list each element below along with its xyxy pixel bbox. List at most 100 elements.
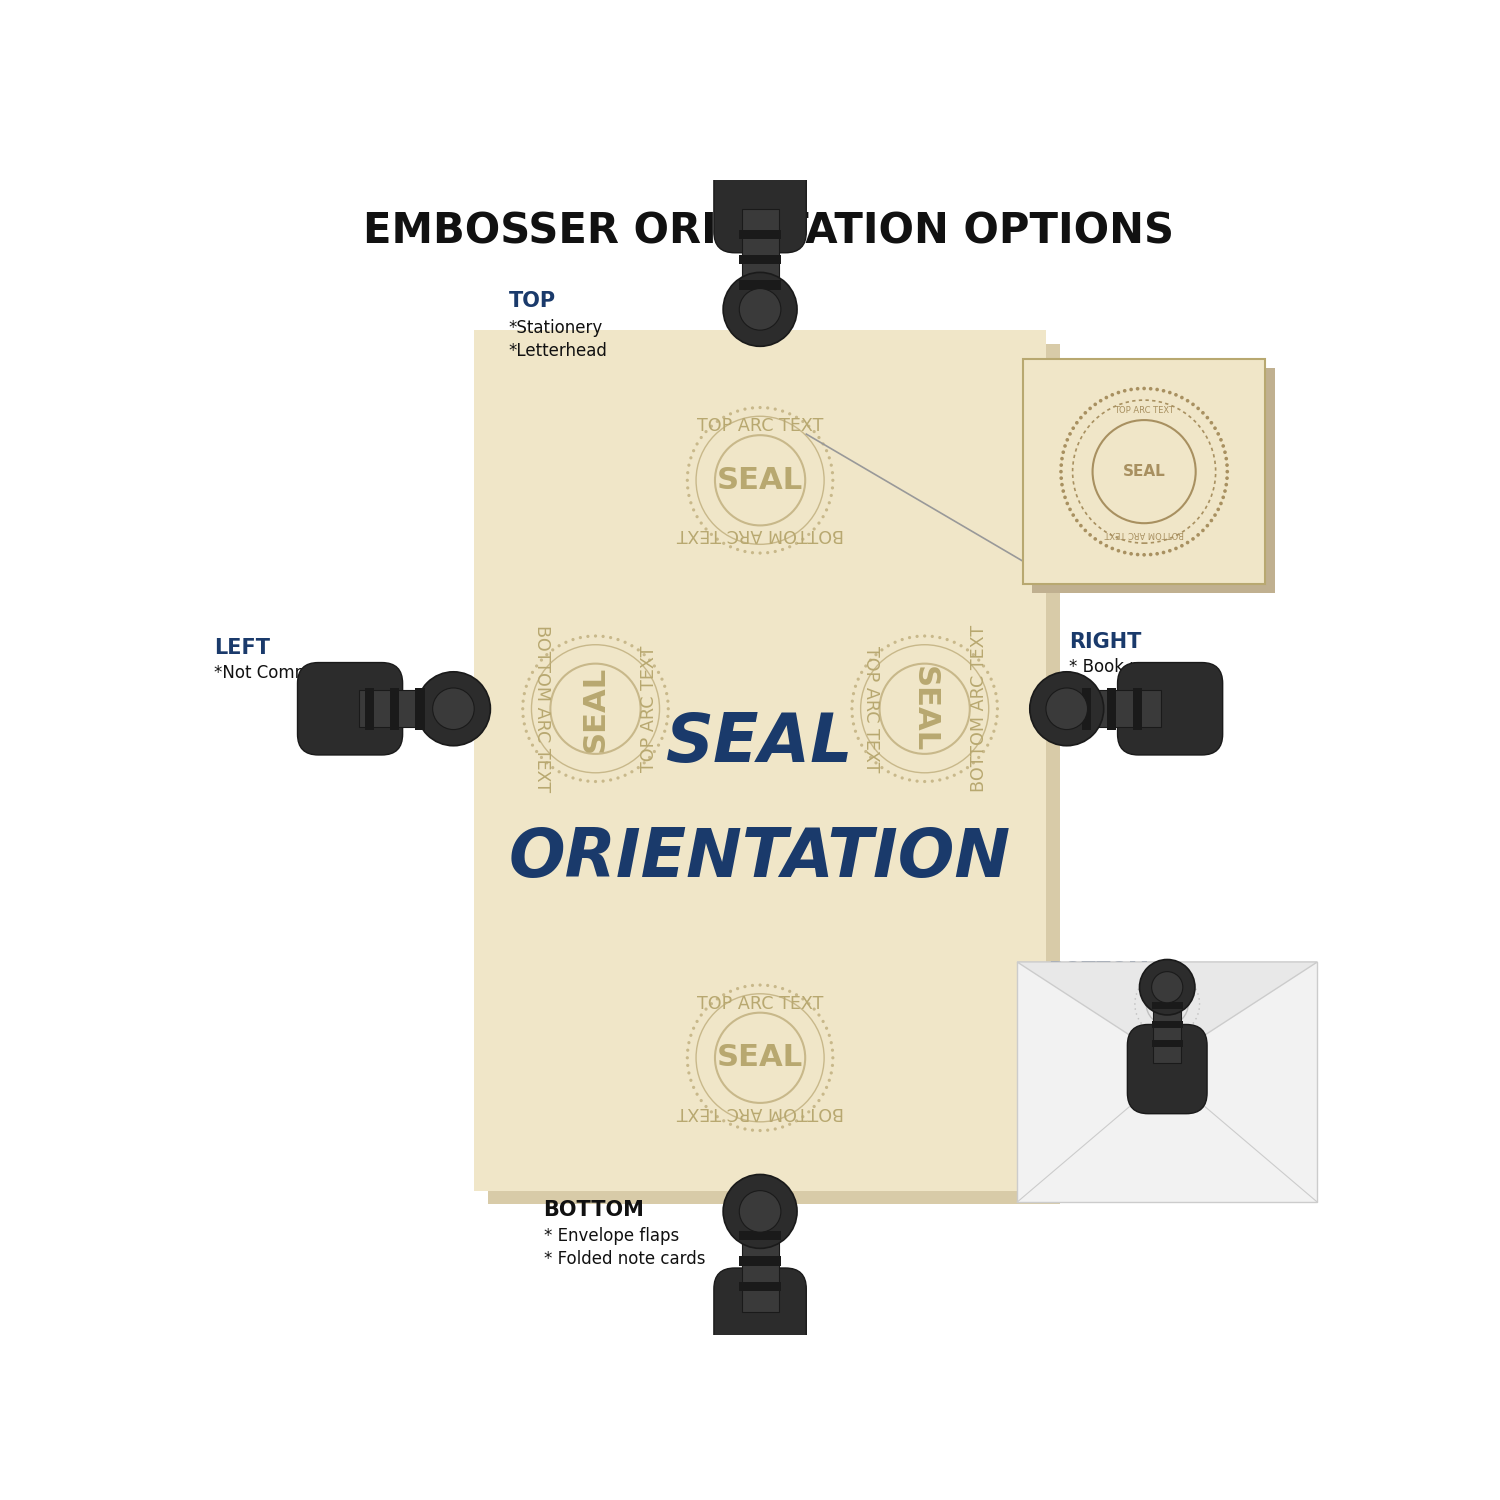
Circle shape <box>850 699 853 703</box>
Circle shape <box>540 658 543 662</box>
Circle shape <box>1185 1029 1186 1030</box>
Circle shape <box>594 780 597 783</box>
Circle shape <box>1161 550 1166 555</box>
Circle shape <box>531 744 534 747</box>
Text: SEAL: SEAL <box>1161 1002 1174 1007</box>
Circle shape <box>766 984 770 987</box>
Circle shape <box>1104 544 1108 548</box>
Circle shape <box>579 636 582 639</box>
Circle shape <box>900 638 904 640</box>
Circle shape <box>723 1174 797 1248</box>
Circle shape <box>908 636 910 639</box>
Circle shape <box>795 1119 798 1122</box>
Circle shape <box>1214 513 1216 517</box>
Circle shape <box>993 729 996 734</box>
Circle shape <box>525 729 528 734</box>
Circle shape <box>976 658 981 662</box>
Circle shape <box>986 670 990 674</box>
Text: SEAL: SEAL <box>666 710 853 776</box>
Circle shape <box>1062 450 1065 454</box>
Circle shape <box>1089 406 1092 410</box>
Circle shape <box>1202 528 1204 532</box>
Circle shape <box>1065 501 1070 506</box>
Text: SEAL: SEAL <box>717 466 803 495</box>
Circle shape <box>525 684 528 688</box>
Circle shape <box>1197 406 1200 410</box>
Circle shape <box>1174 546 1178 550</box>
Circle shape <box>520 706 525 711</box>
Circle shape <box>850 706 853 711</box>
Circle shape <box>972 652 975 657</box>
Circle shape <box>686 1064 690 1066</box>
Circle shape <box>586 634 590 638</box>
Circle shape <box>759 1130 762 1132</box>
Circle shape <box>705 1008 708 1011</box>
Circle shape <box>1134 1004 1136 1005</box>
Circle shape <box>1192 984 1194 986</box>
Circle shape <box>830 464 833 466</box>
Bar <box>740 1232 782 1240</box>
Circle shape <box>990 736 993 740</box>
Circle shape <box>766 1128 770 1132</box>
Circle shape <box>699 522 703 525</box>
Circle shape <box>710 532 712 536</box>
Circle shape <box>1198 1004 1200 1005</box>
Circle shape <box>1161 1035 1162 1036</box>
Circle shape <box>807 424 810 427</box>
Circle shape <box>1198 1008 1200 1010</box>
Circle shape <box>544 760 549 765</box>
Circle shape <box>652 750 656 753</box>
Circle shape <box>1116 549 1120 552</box>
Circle shape <box>572 777 574 780</box>
Circle shape <box>831 1048 834 1052</box>
Circle shape <box>722 542 726 544</box>
Circle shape <box>894 640 897 644</box>
Circle shape <box>807 1002 810 1005</box>
Circle shape <box>729 413 732 416</box>
Circle shape <box>822 1092 825 1096</box>
Circle shape <box>850 716 853 718</box>
Bar <box>358 690 446 728</box>
Circle shape <box>1100 399 1102 402</box>
Circle shape <box>828 1034 831 1036</box>
Circle shape <box>722 1119 726 1122</box>
Circle shape <box>690 501 693 504</box>
Text: TOP ARC TEXT: TOP ARC TEXT <box>862 645 880 772</box>
Circle shape <box>945 638 950 640</box>
Circle shape <box>1030 672 1104 746</box>
Circle shape <box>994 723 998 726</box>
Circle shape <box>564 774 567 777</box>
Circle shape <box>1167 1035 1168 1036</box>
Circle shape <box>736 987 740 990</box>
Circle shape <box>831 1056 834 1059</box>
Circle shape <box>1078 524 1083 528</box>
Circle shape <box>687 464 690 466</box>
Circle shape <box>880 648 884 651</box>
Circle shape <box>594 634 597 638</box>
Circle shape <box>636 766 640 770</box>
Circle shape <box>624 774 627 777</box>
Circle shape <box>922 634 927 638</box>
Circle shape <box>636 648 640 651</box>
Circle shape <box>1152 972 1184 1004</box>
Circle shape <box>1224 458 1228 460</box>
Text: BOTTOM ARC TEXT: BOTTOM ARC TEXT <box>676 525 843 543</box>
Circle shape <box>1152 1032 1154 1034</box>
Circle shape <box>417 672 491 746</box>
Circle shape <box>795 542 798 544</box>
Circle shape <box>993 684 996 688</box>
Text: SEAL: SEAL <box>910 666 939 752</box>
Circle shape <box>699 436 703 439</box>
Circle shape <box>996 699 999 703</box>
Circle shape <box>686 478 688 482</box>
Circle shape <box>952 774 956 777</box>
Circle shape <box>1196 1019 1197 1020</box>
Circle shape <box>716 1114 718 1119</box>
Circle shape <box>1161 388 1166 393</box>
Circle shape <box>664 692 669 694</box>
Circle shape <box>664 723 669 726</box>
Circle shape <box>1156 972 1158 974</box>
Circle shape <box>692 1086 694 1089</box>
Circle shape <box>1076 422 1078 424</box>
Circle shape <box>1155 552 1160 555</box>
